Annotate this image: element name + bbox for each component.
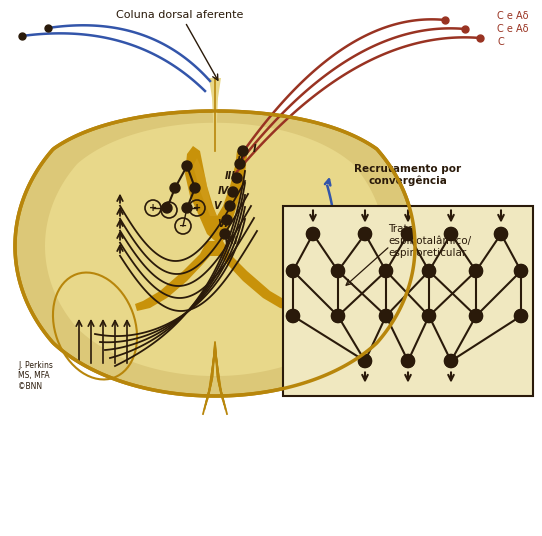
Circle shape	[379, 264, 392, 278]
Circle shape	[306, 227, 319, 241]
Circle shape	[514, 264, 527, 278]
Text: C: C	[497, 37, 504, 47]
Circle shape	[182, 203, 192, 213]
Circle shape	[358, 227, 371, 241]
Text: +: +	[149, 203, 157, 213]
Circle shape	[514, 309, 527, 323]
Circle shape	[402, 354, 415, 368]
Text: I: I	[253, 144, 256, 154]
Text: II: II	[237, 156, 244, 166]
Circle shape	[379, 264, 392, 278]
Circle shape	[402, 227, 415, 241]
Circle shape	[444, 354, 457, 368]
Circle shape	[332, 309, 345, 323]
Text: V: V	[213, 201, 221, 211]
Circle shape	[287, 309, 300, 323]
Circle shape	[235, 159, 245, 169]
Circle shape	[494, 227, 507, 241]
FancyBboxPatch shape	[283, 206, 533, 396]
Text: IV: IV	[218, 186, 229, 196]
Circle shape	[402, 354, 415, 368]
Text: Recrutamento por
convergência: Recrutamento por convergência	[354, 164, 462, 186]
Circle shape	[238, 146, 248, 156]
Polygon shape	[193, 158, 217, 216]
Circle shape	[182, 161, 192, 171]
Circle shape	[379, 309, 392, 323]
Circle shape	[423, 309, 436, 323]
Circle shape	[379, 309, 392, 323]
Circle shape	[190, 183, 200, 193]
Circle shape	[469, 309, 482, 323]
Text: VI: VI	[217, 219, 228, 229]
Circle shape	[287, 264, 300, 278]
Circle shape	[469, 264, 482, 278]
Circle shape	[332, 309, 345, 323]
Circle shape	[444, 227, 457, 241]
Circle shape	[287, 264, 300, 278]
Text: Trato
espinotalâmico/
espinoreticular: Trato espinotalâmico/ espinoreticular	[388, 224, 471, 258]
Circle shape	[358, 354, 371, 368]
Text: C e Aδ: C e Aδ	[497, 24, 528, 34]
Text: Coluna dorsal aferente: Coluna dorsal aferente	[117, 10, 244, 20]
Circle shape	[358, 227, 371, 241]
Polygon shape	[45, 123, 385, 376]
Text: +: +	[193, 203, 201, 213]
Text: −: −	[165, 205, 173, 215]
Circle shape	[358, 354, 371, 368]
Circle shape	[232, 173, 242, 183]
Circle shape	[162, 203, 172, 213]
Circle shape	[514, 309, 527, 323]
Text: VII: VII	[223, 236, 238, 246]
Circle shape	[469, 309, 482, 323]
Polygon shape	[15, 111, 415, 396]
Circle shape	[222, 215, 232, 225]
Text: C e Aδ: C e Aδ	[497, 11, 528, 21]
Circle shape	[423, 264, 436, 278]
Text: J. Perkins
MS, MFA
©BNN: J. Perkins MS, MFA ©BNN	[18, 361, 53, 391]
Circle shape	[220, 229, 230, 239]
Circle shape	[423, 309, 436, 323]
Circle shape	[225, 201, 235, 211]
Circle shape	[332, 264, 345, 278]
Circle shape	[494, 227, 507, 241]
Text: III: III	[225, 171, 236, 181]
Polygon shape	[209, 78, 221, 151]
Circle shape	[306, 227, 319, 241]
Circle shape	[287, 309, 300, 323]
Circle shape	[469, 264, 482, 278]
Circle shape	[423, 264, 436, 278]
Circle shape	[170, 183, 180, 193]
Circle shape	[332, 264, 345, 278]
Circle shape	[228, 187, 238, 197]
Text: −: −	[179, 221, 187, 231]
Polygon shape	[135, 146, 295, 311]
Circle shape	[514, 264, 527, 278]
Circle shape	[402, 227, 415, 241]
Circle shape	[444, 227, 457, 241]
Circle shape	[444, 354, 457, 368]
